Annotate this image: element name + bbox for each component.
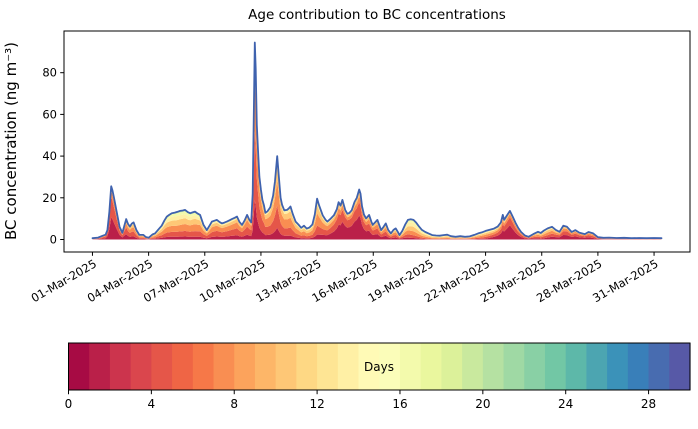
colorbar-segment <box>192 343 215 390</box>
age-band-9-12d <box>92 52 662 239</box>
colorbar-segment <box>296 343 318 390</box>
colorbar-segment <box>503 343 525 390</box>
age-band-15-18d <box>92 42 662 239</box>
colorbar-segment <box>524 343 546 390</box>
colorbar-tick-label: 4 <box>148 397 156 411</box>
colorbar-segment <box>420 343 442 390</box>
colorbar-segment <box>607 343 629 390</box>
colorbar-tick-label: 24 <box>558 397 573 411</box>
plot-border <box>63 30 691 253</box>
chart-title: Age contribution to BC concentrations <box>248 7 506 23</box>
colorbar-segment <box>544 343 567 390</box>
age-band-21-24d <box>92 42 662 239</box>
colorbar-tick-label: 20 <box>475 397 490 411</box>
colorbar-segment <box>669 343 691 390</box>
colorbar-label: Days <box>364 360 394 374</box>
colorbar-segment <box>109 343 132 390</box>
colorbar-segment <box>627 343 650 390</box>
colorbar-segment <box>317 343 339 390</box>
colorbar-segment <box>565 343 588 390</box>
y-tick-label: 60 <box>42 107 57 121</box>
colorbar-segment <box>130 343 152 390</box>
colorbar-segment <box>337 343 360 390</box>
y-axis-label: BC concentration (ng m⁻³) <box>2 42 20 240</box>
colorbar-segment <box>379 343 401 390</box>
age-band-12-15d <box>92 42 662 239</box>
colorbar-segment <box>254 343 277 390</box>
colorbar-segment <box>68 343 90 390</box>
colorbar-segment <box>172 343 194 390</box>
age-band-27-30d <box>92 42 662 239</box>
colorbar-tick-label: 8 <box>230 397 238 411</box>
axes: 02040608001-Mar-202504-Mar-202507-Mar-20… <box>29 30 691 305</box>
colorbar-segment <box>462 343 484 390</box>
colorbar-tick-label: 12 <box>309 397 324 411</box>
age-stacked-fill <box>92 42 662 240</box>
y-tick-label: 40 <box>42 149 57 163</box>
colorbar-segment <box>89 343 111 390</box>
total-bc-line <box>91 41 663 240</box>
colorbar-segment <box>234 343 256 390</box>
y-tick-label: 80 <box>42 66 57 80</box>
colorbar-segment <box>275 343 297 390</box>
colorbar-segment <box>586 343 608 390</box>
colorbar: 0 4 8 12 16 20 24 28 <box>65 342 691 411</box>
colorbar-segment <box>648 343 670 390</box>
colorbar-tick-label: 0 <box>65 397 73 411</box>
y-tick-label: 0 <box>50 232 57 246</box>
colorbar-border <box>68 342 691 391</box>
colorbar-segment <box>441 343 463 390</box>
colorbar-segment <box>213 343 235 390</box>
colorbar-segment <box>399 343 422 390</box>
colorbar-segment <box>482 343 505 390</box>
age-band-24-27d <box>92 42 662 239</box>
total-concentration-line <box>91 41 663 240</box>
colorbar-segment <box>358 343 380 390</box>
age-band-18-21d <box>92 42 662 239</box>
colorbar-segment <box>151 343 173 390</box>
colorbar-tick-label: 28 <box>641 397 656 411</box>
y-tick-label: 20 <box>42 191 57 205</box>
colorbar-tick-label: 16 <box>392 397 407 411</box>
